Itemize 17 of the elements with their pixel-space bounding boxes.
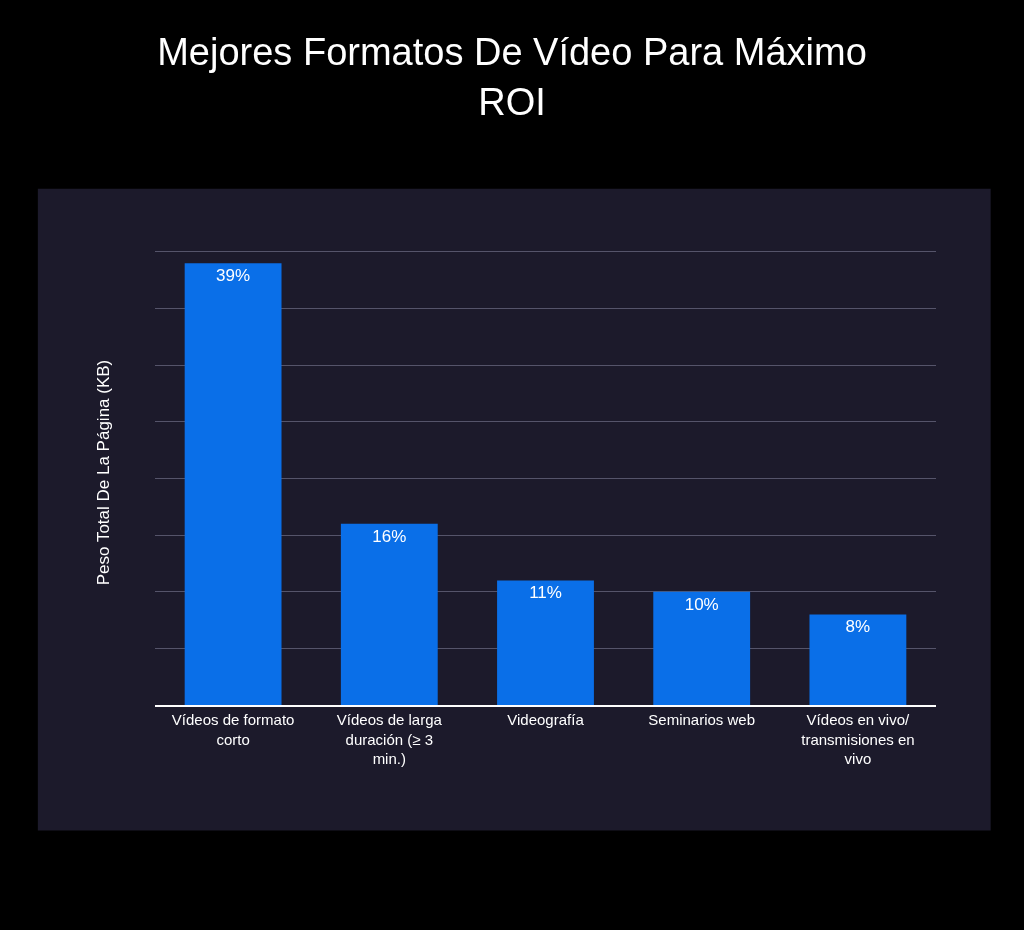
data-label: 8% — [845, 617, 871, 637]
data-label: 16% — [372, 526, 407, 546]
y-axis-title: Peso Total De La Página (KB) — [93, 359, 113, 586]
x-tick-label: Vídeos de larga duración (≥ 3 min.) — [336, 711, 443, 767]
bar — [184, 263, 282, 705]
x-tick-label: Videografía — [507, 711, 585, 728]
bar — [497, 580, 594, 705]
x-tick-label: Seminarios web — [648, 711, 756, 728]
data-label: 10% — [684, 594, 719, 614]
x-tick-label: Vídeos en vivo/ transmisiones en vivo — [801, 711, 915, 767]
bar — [653, 591, 751, 705]
data-label: 39% — [216, 266, 251, 286]
x-tick-label: Vídeos de formato corto — [171, 711, 295, 748]
bar — [340, 523, 438, 705]
data-label: 11% — [529, 583, 562, 603]
chart-title: Mejores Formatos De Vídeo Para Máximo ROI — [157, 31, 867, 123]
bar — [809, 614, 907, 705]
